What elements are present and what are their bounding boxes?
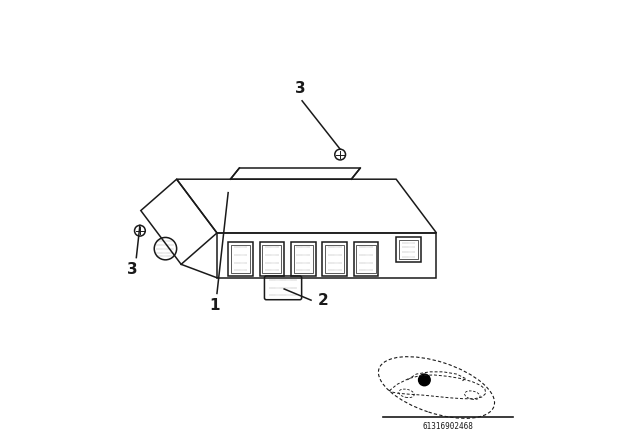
Bar: [325, 245, 344, 273]
Text: 61316902468: 61316902468: [422, 422, 473, 431]
Text: 3: 3: [294, 82, 305, 96]
Bar: [356, 245, 376, 273]
Text: 2: 2: [317, 293, 328, 308]
Bar: [399, 240, 418, 259]
Bar: [262, 245, 282, 273]
Text: 1: 1: [209, 298, 220, 313]
Circle shape: [419, 374, 430, 386]
Bar: [291, 242, 316, 276]
Bar: [231, 245, 250, 273]
Bar: [353, 242, 378, 276]
Bar: [260, 242, 284, 276]
Bar: [228, 242, 253, 276]
Bar: [323, 242, 347, 276]
Bar: [396, 237, 421, 262]
Bar: [294, 245, 313, 273]
Text: 3: 3: [127, 262, 138, 277]
